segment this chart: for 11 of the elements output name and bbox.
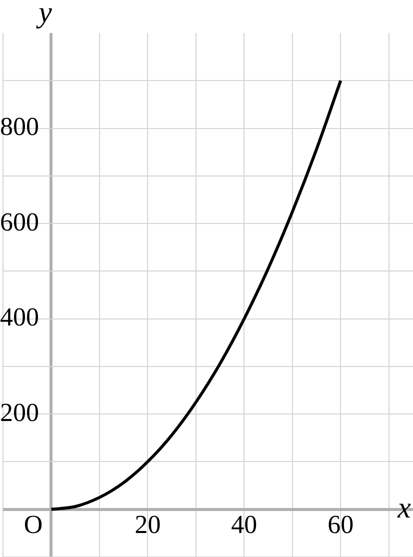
x-tick-label: 60 [328, 510, 354, 540]
y-axis-title: y [36, 0, 53, 29]
line-series [50, 79, 342, 511]
y-tick-label: 600 [0, 207, 39, 236]
y-tick-label: 200 [0, 398, 39, 427]
x-axis-title: x [396, 491, 412, 524]
x-tick-label: 20 [134, 510, 161, 540]
y-tick-label: 400 [0, 302, 39, 332]
x-tick-label: 40 [231, 510, 258, 540]
y-tick-label: 800 [0, 112, 39, 142]
x-tick-label: O [24, 510, 43, 540]
